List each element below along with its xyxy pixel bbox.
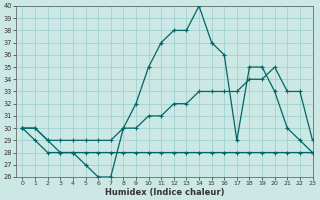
X-axis label: Humidex (Indice chaleur): Humidex (Indice chaleur) xyxy=(105,188,224,197)
